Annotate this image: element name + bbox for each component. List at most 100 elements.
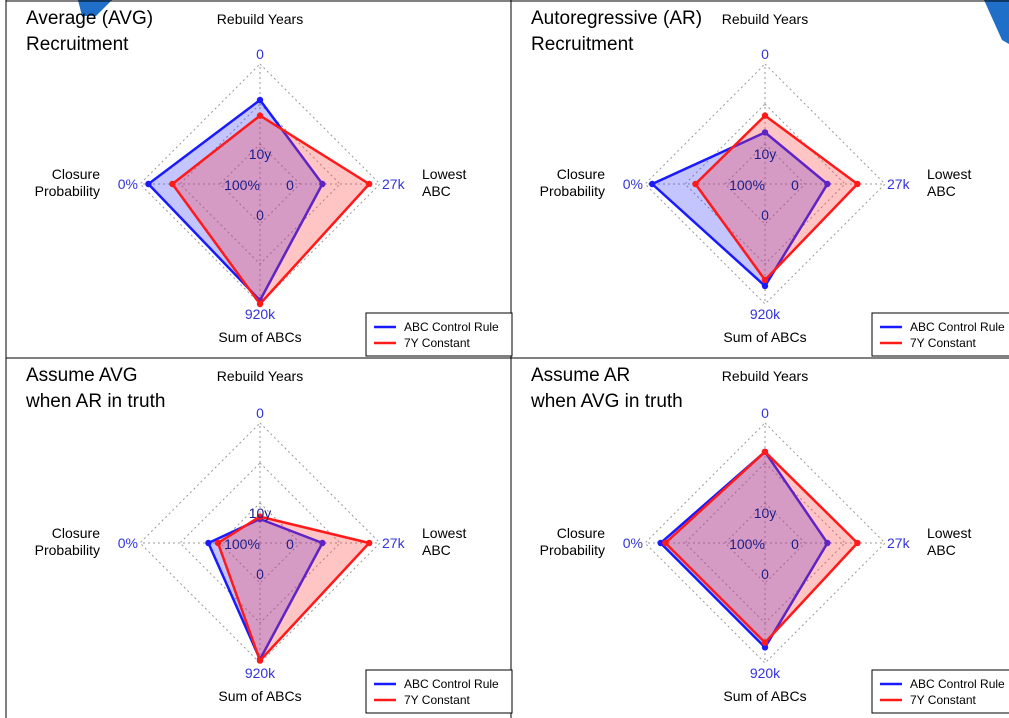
data-point-7y-1 <box>761 112 769 119</box>
data-point-abc-2 <box>319 539 326 547</box>
legend-box <box>871 312 1009 357</box>
legend: ABC Control Rule 7Y Constant <box>365 669 513 714</box>
inner-tick-label-sum-of-abcs: 0 <box>256 566 264 582</box>
outer-tick-label-lowest-abc: 27k <box>382 535 406 551</box>
grid-ring-1 <box>139 422 381 664</box>
data-point-abc-4 <box>205 539 212 547</box>
outer-tick-label-closure-probability: 0% <box>623 535 643 551</box>
axis-name-lowest-abc-line-2: ABC <box>927 183 956 199</box>
outer-tick-label-lowest-abc: 27k <box>887 535 911 551</box>
inner-tick-label-sum-of-abcs: 0 <box>761 207 769 223</box>
outer-tick-label-closure-probability: 0% <box>118 176 138 192</box>
axis-name-lowest-abc-line-2: ABC <box>927 542 956 558</box>
outer-tick-label-rebuild-years: 0 <box>761 405 769 421</box>
panel-title-line-1: Autoregressive (AR) <box>531 8 702 29</box>
axis-name-lowest-abc-line-1: Lowest <box>422 166 466 182</box>
axis-name-closure-probability-line-2: Probability <box>540 542 605 558</box>
data-point-abc-3 <box>761 282 769 290</box>
panel-title-line-2: Recruitment <box>531 34 634 55</box>
inner-tick-label-closure-probability: 100% <box>729 177 765 193</box>
inner-tick-label-rebuild-years: 10y <box>754 146 777 162</box>
data-point-7y-2 <box>854 539 861 547</box>
inner-tick-label-closure-probability: 100% <box>729 536 765 552</box>
panel-title-line-1: Average (AVG) <box>26 8 153 29</box>
data-point-7y-2 <box>366 539 373 547</box>
data-point-7y-3 <box>256 300 264 308</box>
outer-tick-label-sum-of-abcs: 920k <box>750 665 781 681</box>
panel-title-line-2: when AVG in truth <box>530 391 683 412</box>
grid-ring-1 <box>139 63 381 305</box>
axis-name-rebuild-years: Rebuild Years <box>217 368 303 384</box>
corner-decoration-left <box>78 0 112 16</box>
axis-name-sum-of-abcs: Sum of ABCs <box>218 688 301 704</box>
grid-ring-1 <box>644 63 886 305</box>
axis-name-lowest-abc-line-2: ABC <box>422 183 451 199</box>
data-point-abc-2 <box>319 180 326 188</box>
inner-tick-label-sum-of-abcs: 0 <box>761 566 769 582</box>
data-point-7y-3 <box>256 657 264 664</box>
legend-label-7y-constant: 7Y Constant <box>910 693 976 707</box>
axis-name-lowest-abc-line-1: Lowest <box>927 166 971 182</box>
data-point-abc-1 <box>761 129 769 136</box>
data-point-abc-1 <box>256 96 264 104</box>
corner-decoration-right <box>984 0 1009 44</box>
axis-name-lowest-abc-line-1: Lowest <box>422 525 466 541</box>
outer-tick-label-closure-probability: 0% <box>623 176 643 192</box>
axis-name-sum-of-abcs: Sum of ABCs <box>218 329 301 345</box>
legend: ABC Control Rule 7Y Constant <box>871 669 1009 714</box>
inner-tick-label-lowest-abc: 0 <box>286 177 294 193</box>
data-point-7y-2 <box>854 180 861 188</box>
legend-label-7y-constant: 7Y Constant <box>910 336 976 350</box>
legend: ABC Control Rule 7Y Constant <box>365 312 513 357</box>
axis-name-sum-of-abcs: Sum of ABCs <box>723 329 806 345</box>
data-point-abc-4 <box>649 180 656 188</box>
legend-label-abc-control-rule: ABC Control Rule <box>910 320 1005 334</box>
data-point-7y-4 <box>662 539 669 547</box>
axis-name-closure-probability-line-1: Closure <box>52 166 100 182</box>
axis-name-sum-of-abcs: Sum of ABCs <box>723 688 806 704</box>
axis-name-closure-probability-line-1: Closure <box>557 166 605 182</box>
axis-name-rebuild-years: Rebuild Years <box>217 11 303 27</box>
data-point-7y-3 <box>761 276 769 284</box>
inner-tick-label-closure-probability: 100% <box>224 536 260 552</box>
legend-box <box>365 669 513 714</box>
data-point-7y-1 <box>256 513 264 520</box>
outer-tick-label-closure-probability: 0% <box>118 535 138 551</box>
axis-name-closure-probability-line-2: Probability <box>35 183 100 199</box>
outer-tick-label-rebuild-years: 0 <box>256 46 264 62</box>
axis-name-lowest-abc-line-1: Lowest <box>927 525 971 541</box>
axis-name-closure-probability-line-2: Probability <box>35 542 100 558</box>
panel-title-line-2: Recruitment <box>26 34 129 55</box>
inner-tick-label-lowest-abc: 0 <box>286 536 294 552</box>
outer-tick-label-sum-of-abcs: 920k <box>245 306 276 322</box>
grid-ring-1 <box>644 422 886 664</box>
data-point-abc-2 <box>824 180 831 188</box>
legend-label-abc-control-rule: ABC Control Rule <box>404 320 499 334</box>
axis-name-closure-probability-line-1: Closure <box>557 525 605 541</box>
data-point-7y-3 <box>761 639 769 646</box>
inner-tick-label-rebuild-years: 10y <box>754 505 777 521</box>
legend-box <box>365 312 513 357</box>
outer-tick-label-sum-of-abcs: 920k <box>245 665 276 681</box>
data-point-7y-1 <box>761 448 769 455</box>
legend-label-abc-control-rule: ABC Control Rule <box>910 677 1005 691</box>
inner-tick-label-sum-of-abcs: 0 <box>256 207 264 223</box>
data-point-7y-4 <box>214 539 222 547</box>
legend-box <box>871 669 1009 714</box>
legend-label-abc-control-rule: ABC Control Rule <box>404 677 499 691</box>
outer-tick-label-lowest-abc: 27k <box>887 176 911 192</box>
data-point-7y-2 <box>366 180 373 188</box>
axis-name-rebuild-years: Rebuild Years <box>722 11 808 27</box>
data-point-abc-4 <box>145 180 152 188</box>
inner-tick-label-rebuild-years: 10y <box>249 146 272 162</box>
axis-name-rebuild-years: Rebuild Years <box>722 368 808 384</box>
data-point-7y-4 <box>169 180 176 188</box>
axis-name-closure-probability-line-2: Probability <box>540 183 605 199</box>
panel-title-line-1: Assume AVG <box>26 365 138 386</box>
inner-tick-label-rebuild-years: 10y <box>249 505 272 521</box>
